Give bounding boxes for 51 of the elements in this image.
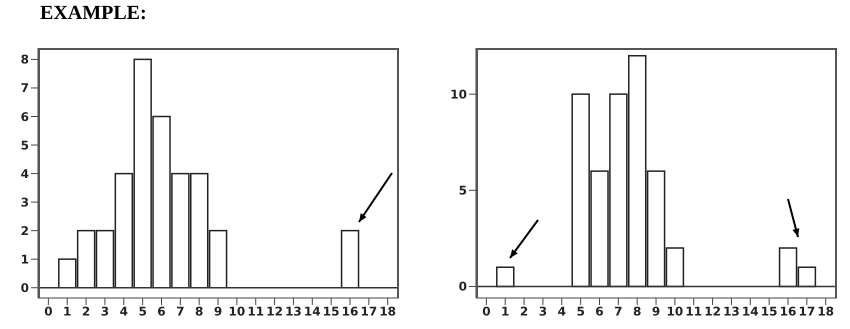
x-tick-label: 9 bbox=[214, 304, 222, 319]
y-tick-label: 5 bbox=[458, 184, 467, 198]
x-tick-label: 0 bbox=[44, 304, 53, 319]
x-tick-label: 11 bbox=[685, 304, 702, 319]
x-tick-label: 17 bbox=[798, 304, 816, 319]
x-tick-label: 7 bbox=[176, 304, 185, 319]
x-tick-label: 13 bbox=[723, 304, 740, 319]
x-tick-label: 16 bbox=[342, 304, 358, 319]
chart-title: EXAMPLE: bbox=[40, 2, 147, 25]
x-tick-label: 8 bbox=[633, 304, 642, 319]
x-tick-label: 15 bbox=[760, 304, 778, 319]
x-tick-label: 13 bbox=[285, 304, 302, 319]
x-tick-label: 1 bbox=[63, 304, 72, 319]
x-tick-label: 0 bbox=[482, 304, 491, 319]
y-tick-label: 3 bbox=[20, 195, 29, 210]
x-tick-label: 7 bbox=[614, 304, 623, 319]
x-tick-label: 15 bbox=[322, 304, 340, 319]
y-tick-label: 0 bbox=[458, 280, 467, 294]
x-tick-label: 14 bbox=[742, 304, 759, 319]
x-tick-label: 17 bbox=[360, 304, 378, 319]
y-tick-label: 5 bbox=[20, 138, 29, 152]
x-tick-label: 4 bbox=[558, 304, 566, 319]
x-tick-label: 12 bbox=[704, 304, 721, 319]
y-tick-label: 7 bbox=[20, 81, 29, 96]
x-tick-label: 1 bbox=[501, 304, 510, 319]
x-tick-label: 3 bbox=[538, 304, 548, 319]
x-tick-label: 3 bbox=[100, 304, 110, 319]
x-tick-label: 12 bbox=[266, 304, 283, 319]
x-tick-label: 5 bbox=[138, 304, 147, 319]
x-tick-label: 4 bbox=[120, 304, 128, 319]
x-tick-label: 10 bbox=[666, 304, 684, 319]
y-tick-label: 4 bbox=[20, 166, 29, 181]
x-tick-label: 18 bbox=[379, 304, 396, 319]
x-tick-label: 16 bbox=[780, 304, 796, 319]
x-tick-label: 18 bbox=[817, 304, 834, 319]
x-tick-label: 2 bbox=[520, 304, 528, 319]
x-tick-label: 2 bbox=[82, 304, 90, 319]
x-tick-label: 11 bbox=[247, 304, 264, 319]
y-tick-label: 0 bbox=[20, 280, 29, 295]
y-tick-label: 1 bbox=[20, 252, 29, 266]
y-tick-label: 6 bbox=[20, 110, 29, 124]
x-tick-label: 6 bbox=[157, 304, 166, 319]
y-tick-label: 10 bbox=[450, 87, 467, 102]
x-tick-label: 6 bbox=[595, 304, 604, 319]
y-tick-label: 2 bbox=[20, 224, 29, 238]
x-tick-label: 10 bbox=[228, 304, 246, 319]
x-tick-label: 8 bbox=[195, 304, 204, 319]
y-tick-label: 8 bbox=[20, 52, 29, 67]
x-tick-label: 5 bbox=[576, 304, 585, 319]
x-tick-label: 14 bbox=[304, 304, 321, 319]
x-tick-label: 9 bbox=[652, 304, 660, 319]
